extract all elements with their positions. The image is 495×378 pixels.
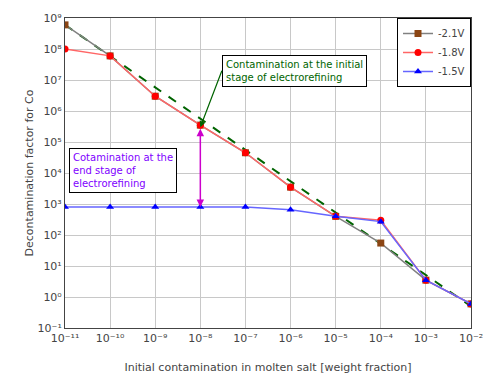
svg-text:10³: 10³	[43, 198, 61, 211]
svg-text:10⁻¹: 10⁻¹	[38, 322, 62, 335]
svg-text:10⁻⁴: 10⁻⁴	[369, 332, 394, 345]
svg-text:10¹: 10¹	[43, 260, 61, 273]
svg-text:10⁴: 10⁴	[43, 167, 62, 180]
svg-text:10⁻⁹: 10⁻⁹	[143, 332, 167, 345]
svg-text:-1.5V: -1.5V	[438, 66, 465, 77]
svg-text:10⁻²: 10⁻²	[459, 332, 483, 345]
svg-text:10⁵: 10⁵	[43, 136, 61, 149]
svg-text:Decontamination factor for Co: Decontamination factor for Co	[23, 89, 36, 256]
svg-text:10⁶: 10⁶	[43, 105, 62, 118]
svg-text:10⁻⁷: 10⁻⁷	[233, 332, 257, 345]
svg-text:10⁻¹⁰: 10⁻¹⁰	[96, 332, 125, 345]
svg-text:10⁻⁸: 10⁻⁸	[188, 332, 213, 345]
svg-text:10⁰: 10⁰	[43, 291, 62, 304]
svg-text:10⁸: 10⁸	[43, 43, 62, 56]
svg-text:10⁻¹¹: 10⁻¹¹	[51, 332, 80, 345]
svg-text:10⁻⁶: 10⁻⁶	[278, 332, 303, 345]
svg-text:-1.8V: -1.8V	[438, 47, 465, 58]
svg-text:10⁻³: 10⁻³	[414, 332, 438, 345]
svg-text:Initial contamination in molte: Initial contamination in molten salt [we…	[124, 361, 411, 374]
svg-text:10⁷: 10⁷	[43, 74, 61, 87]
svg-text:10²: 10²	[43, 229, 61, 242]
svg-text:10⁻⁵: 10⁻⁵	[324, 332, 348, 345]
svg-text:Cotamination at theend stage o: Cotamination at theend stage ofelectrore…	[73, 152, 173, 189]
svg-text:Contamination at the initialst: Contamination at the initialstage of ele…	[226, 59, 363, 83]
svg-text:10⁹: 10⁹	[43, 12, 61, 25]
svg-text:-2.1V: -2.1V	[438, 28, 465, 39]
